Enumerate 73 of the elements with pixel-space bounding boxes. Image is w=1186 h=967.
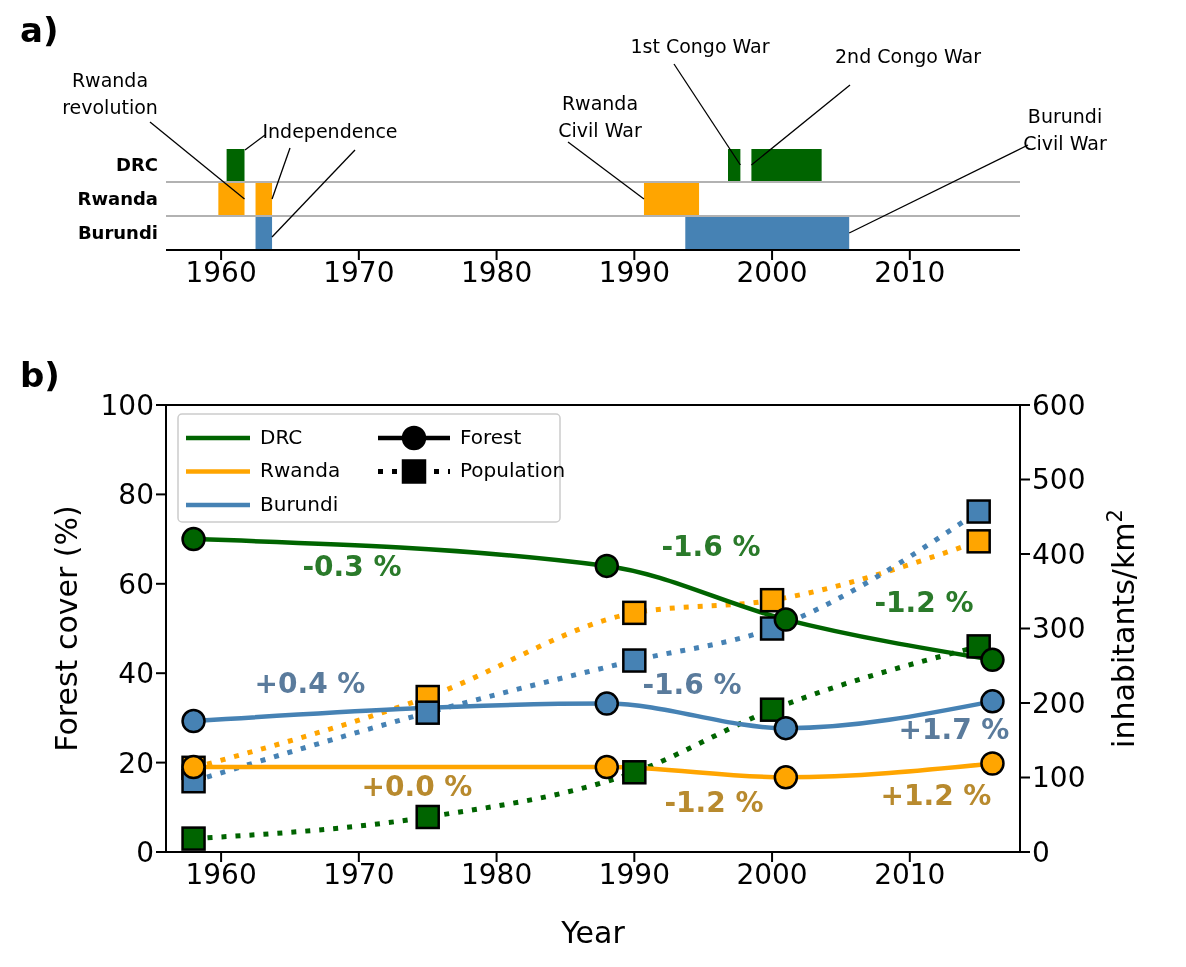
point <box>622 648 647 673</box>
x-tick-label: 2000 <box>736 255 808 289</box>
y-tick-label: 80 <box>118 478 154 512</box>
y2-tick-label: 400 <box>1032 537 1086 571</box>
x-tick-label: 1980 <box>460 857 533 891</box>
legend-label: Burundi <box>260 491 339 516</box>
legend-label: DRC <box>260 424 303 449</box>
y2-tick-label: 500 <box>1032 463 1086 497</box>
point <box>415 804 440 830</box>
y-tick-label: 20 <box>118 746 154 780</box>
point <box>773 715 799 741</box>
x-tick-label: 1990 <box>598 857 670 891</box>
point <box>980 689 1005 714</box>
annotation: -1.6 % <box>661 530 761 563</box>
point <box>773 607 799 632</box>
annotation: Independence <box>262 119 398 142</box>
y-tick-label: 100 <box>100 388 154 422</box>
point <box>181 708 206 734</box>
chart-title: b) <box>20 355 60 395</box>
point <box>622 760 647 785</box>
y-tick-label: 40 <box>118 657 154 691</box>
legend-label: Rwanda <box>260 458 341 482</box>
chart-title: a) <box>20 10 59 50</box>
x-tick-label: 2010 <box>874 857 946 891</box>
y-tick-label: DRC <box>115 154 158 176</box>
point <box>594 553 620 579</box>
annotation: +1.7 % <box>898 713 1010 746</box>
y2-tick-label: 0 <box>1032 835 1050 869</box>
y-tick-label: 0 <box>136 835 154 869</box>
annotation: +0.0 % <box>361 770 473 803</box>
point <box>181 826 206 851</box>
point <box>594 754 620 780</box>
annotation: Forest <box>460 424 522 449</box>
annotation: Burundi Civil War <box>1023 104 1107 154</box>
y2-tick-label: 100 <box>1032 761 1086 795</box>
y2-tick-label: 600 <box>1032 388 1086 422</box>
annotation: Rwanda Civil War <box>558 91 642 141</box>
annotation: 1st Congo War <box>630 34 770 57</box>
y2-tick-label: 200 <box>1032 686 1086 720</box>
x-tick-label: 1960 <box>185 255 257 289</box>
x-tick-label: 1990 <box>598 255 670 289</box>
x-tick-label: 1960 <box>185 857 257 891</box>
y-tick-label: Rwanda <box>77 188 158 210</box>
y2-tick-label: 300 <box>1032 612 1086 646</box>
annotation: 2nd Congo War <box>835 44 982 67</box>
annotation: Rwanda revolution <box>62 68 158 118</box>
annotation: -0.3 % <box>302 550 402 583</box>
point <box>415 700 440 725</box>
point <box>980 647 1005 673</box>
point <box>759 587 785 613</box>
x-tick-label: 1980 <box>460 255 533 289</box>
point <box>980 751 1005 776</box>
y-axis-title: Forest cover (%) <box>48 505 84 752</box>
x-axis-title: Year <box>560 915 626 950</box>
point <box>181 526 206 552</box>
annotation: +0.4 % <box>254 667 366 700</box>
point <box>594 691 620 716</box>
point <box>759 697 785 722</box>
point <box>773 765 799 790</box>
point <box>966 499 991 524</box>
x-tick-label: 2000 <box>736 857 808 891</box>
annotation: +1.2 % <box>880 779 992 812</box>
point <box>966 529 991 554</box>
point <box>622 600 647 626</box>
annotation: -1.2 % <box>874 586 974 619</box>
y-tick-label: Burundi <box>77 222 158 244</box>
annotation: Population <box>460 458 566 482</box>
annotation: -1.2 % <box>664 786 764 819</box>
x-tick-label: 1970 <box>323 857 395 891</box>
annotation: -1.6 % <box>642 668 742 701</box>
x-tick-label: 1970 <box>323 255 395 289</box>
y-tick-label: 60 <box>118 567 154 601</box>
x-tick-label: 2010 <box>874 255 946 289</box>
